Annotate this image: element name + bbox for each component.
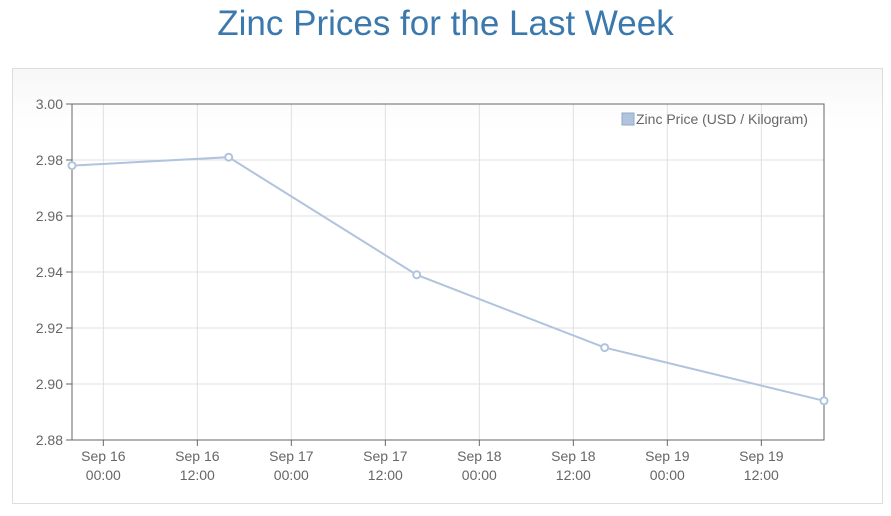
x-tick-label: Sep 19 00:00 (645, 448, 690, 483)
x-tick-label: Sep 17 00:00 (269, 448, 314, 483)
line-chart: 3.00 2.98 2.96 2.94 2.92 2.90 2.88 Sep 16 00:00… (36, 96, 829, 483)
x-tick-label-line1: Sep 17 (363, 448, 408, 464)
x-tick-label: Sep 16 12:00 (175, 448, 220, 483)
x-tick-label-line1: Sep 19 (645, 448, 690, 464)
x-tick-label-line1: Sep 16 (175, 448, 220, 464)
legend-swatch (621, 112, 635, 126)
x-tick-label: Sep 16 00:00 (81, 448, 126, 483)
x-tick-label: Sep 18 00:00 (457, 448, 502, 483)
grid-lines (72, 103, 824, 441)
y-tick-label: 2.90 (36, 376, 63, 392)
y-tick-label: 2.88 (36, 432, 63, 448)
data-point (819, 396, 829, 406)
y-tick-label: 2.92 (36, 320, 63, 336)
data-point (412, 270, 422, 280)
x-tick-label-line2: 00:00 (462, 467, 497, 483)
x-tick-label: Sep 18 12:00 (551, 448, 596, 483)
series-layer (67, 152, 829, 406)
legend[interactable]: Zinc Price (USD / Kilogram) (621, 111, 808, 127)
x-tick-label-line2: 00:00 (86, 467, 121, 483)
x-tick-label-line1: Sep 18 (457, 448, 502, 464)
x-axis-ticks: Sep 16 00:00 Sep 16 12:00 Sep 17 00:00 Sep 17 1… (81, 440, 784, 483)
x-tick-label-line2: 12:00 (368, 467, 403, 483)
x-tick-label-line1: Sep 16 (81, 448, 126, 464)
y-tick-label: 3.00 (36, 96, 63, 112)
x-tick-label-line2: 00:00 (274, 467, 309, 483)
y-tick-label: 2.98 (36, 152, 63, 168)
y-tick-label: 2.96 (36, 208, 63, 224)
y-axis-ticks: 3.00 2.98 2.96 2.94 2.92 2.90 2.88 (36, 96, 72, 448)
x-tick-label-line1: Sep 19 (739, 448, 784, 464)
data-point (224, 152, 234, 162)
data-point (67, 161, 77, 171)
x-tick-label-line2: 00:00 (650, 467, 685, 483)
x-tick-label: Sep 17 12:00 (363, 448, 408, 483)
chart-card: 3.00 2.98 2.96 2.94 2.92 2.90 2.88 Sep 16 00:00… (12, 68, 883, 504)
x-tick-label-line2: 12:00 (180, 467, 215, 483)
x-tick-label-line2: 12:00 (556, 467, 591, 483)
data-point (600, 343, 610, 353)
series-line (71, 156, 825, 402)
x-tick-label-line2: 12:00 (744, 467, 779, 483)
page-title: Zinc Prices for the Last Week (217, 4, 674, 43)
x-tick-label: Sep 19 12:00 (739, 448, 784, 483)
x-tick-label-line1: Sep 17 (269, 448, 314, 464)
legend-label: Zinc Price (USD / Kilogram) (636, 111, 808, 127)
x-tick-label-line1: Sep 18 (551, 448, 596, 464)
y-tick-label: 2.94 (36, 264, 63, 280)
